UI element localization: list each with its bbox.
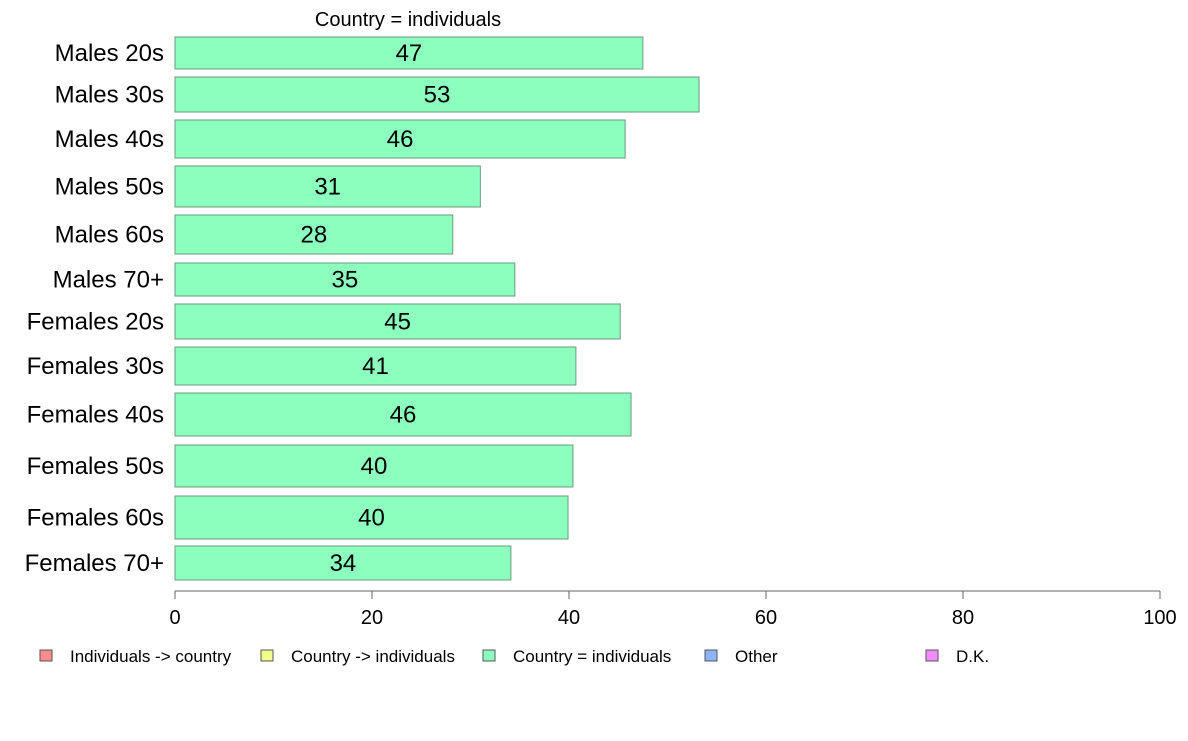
legend-label: Other [735, 647, 778, 666]
x-axis: 0 20 40 60 80 100 [169, 590, 1177, 629]
category-label: Males 20s [55, 40, 164, 67]
category-label: Males 40s [55, 126, 164, 153]
legend-label: Country = individuals [513, 647, 671, 666]
x-tick-label: 60 [755, 607, 777, 629]
bar [174, 165, 481, 208]
bar-value-label: 40 [361, 453, 388, 480]
legend-swatch [260, 649, 274, 662]
category-label: Females 60s [27, 505, 164, 532]
bar-value-label: 53 [424, 82, 451, 109]
category-label: Females 30s [27, 353, 164, 380]
bar-value-label: 40 [358, 505, 385, 532]
category-label: Females 50s [27, 453, 164, 480]
category-label: Males 30s [55, 82, 164, 109]
bar [174, 262, 516, 297]
bar [174, 36, 644, 70]
bar-value-label: 31 [314, 174, 341, 201]
bar [174, 346, 577, 386]
chart-title: Country = individuals [315, 9, 501, 31]
legend-label: Country -> individuals [291, 647, 455, 666]
category-label: Males 70+ [53, 267, 164, 294]
bar [174, 495, 569, 540]
bar [174, 444, 574, 488]
bar [174, 303, 621, 340]
x-tick-label: 20 [361, 607, 383, 629]
bar-value-label: 28 [301, 222, 328, 249]
x-tick-label: 40 [558, 607, 580, 629]
category-label: Females 20s [27, 309, 164, 336]
bar-value-label: 45 [384, 309, 411, 336]
bar [174, 76, 700, 113]
legend-swatch [39, 649, 53, 662]
bar-value-label: 46 [390, 402, 417, 429]
bar-value-label: 47 [396, 40, 423, 67]
category-label: Females 40s [27, 402, 164, 429]
bar-value-label: 34 [330, 550, 357, 577]
x-tick-label: 80 [952, 607, 974, 629]
x-tick-label: 0 [169, 607, 180, 629]
legend-swatch [704, 649, 718, 662]
bar [174, 545, 512, 581]
legend-label: D.K. [956, 647, 989, 666]
bars-layer: Males 20s 47 Males 30s 53 Males 40s 46 Males 5… [25, 36, 700, 581]
bar-value-label: 41 [362, 353, 389, 380]
bar [174, 392, 632, 437]
legend-swatch [925, 649, 939, 662]
x-tick-label: 100 [1143, 607, 1176, 629]
legend-label: Individuals -> country [70, 647, 232, 666]
legend-swatch [482, 649, 496, 662]
category-label: Males 50s [55, 174, 164, 201]
legend: Individuals -> country Country -> individ… [39, 647, 989, 666]
category-label: Males 60s [55, 222, 164, 249]
bar [174, 119, 626, 159]
bar [174, 214, 454, 255]
bar-value-label: 35 [332, 267, 359, 294]
bar-value-label: 46 [387, 126, 414, 153]
category-label: Females 70+ [25, 550, 164, 577]
